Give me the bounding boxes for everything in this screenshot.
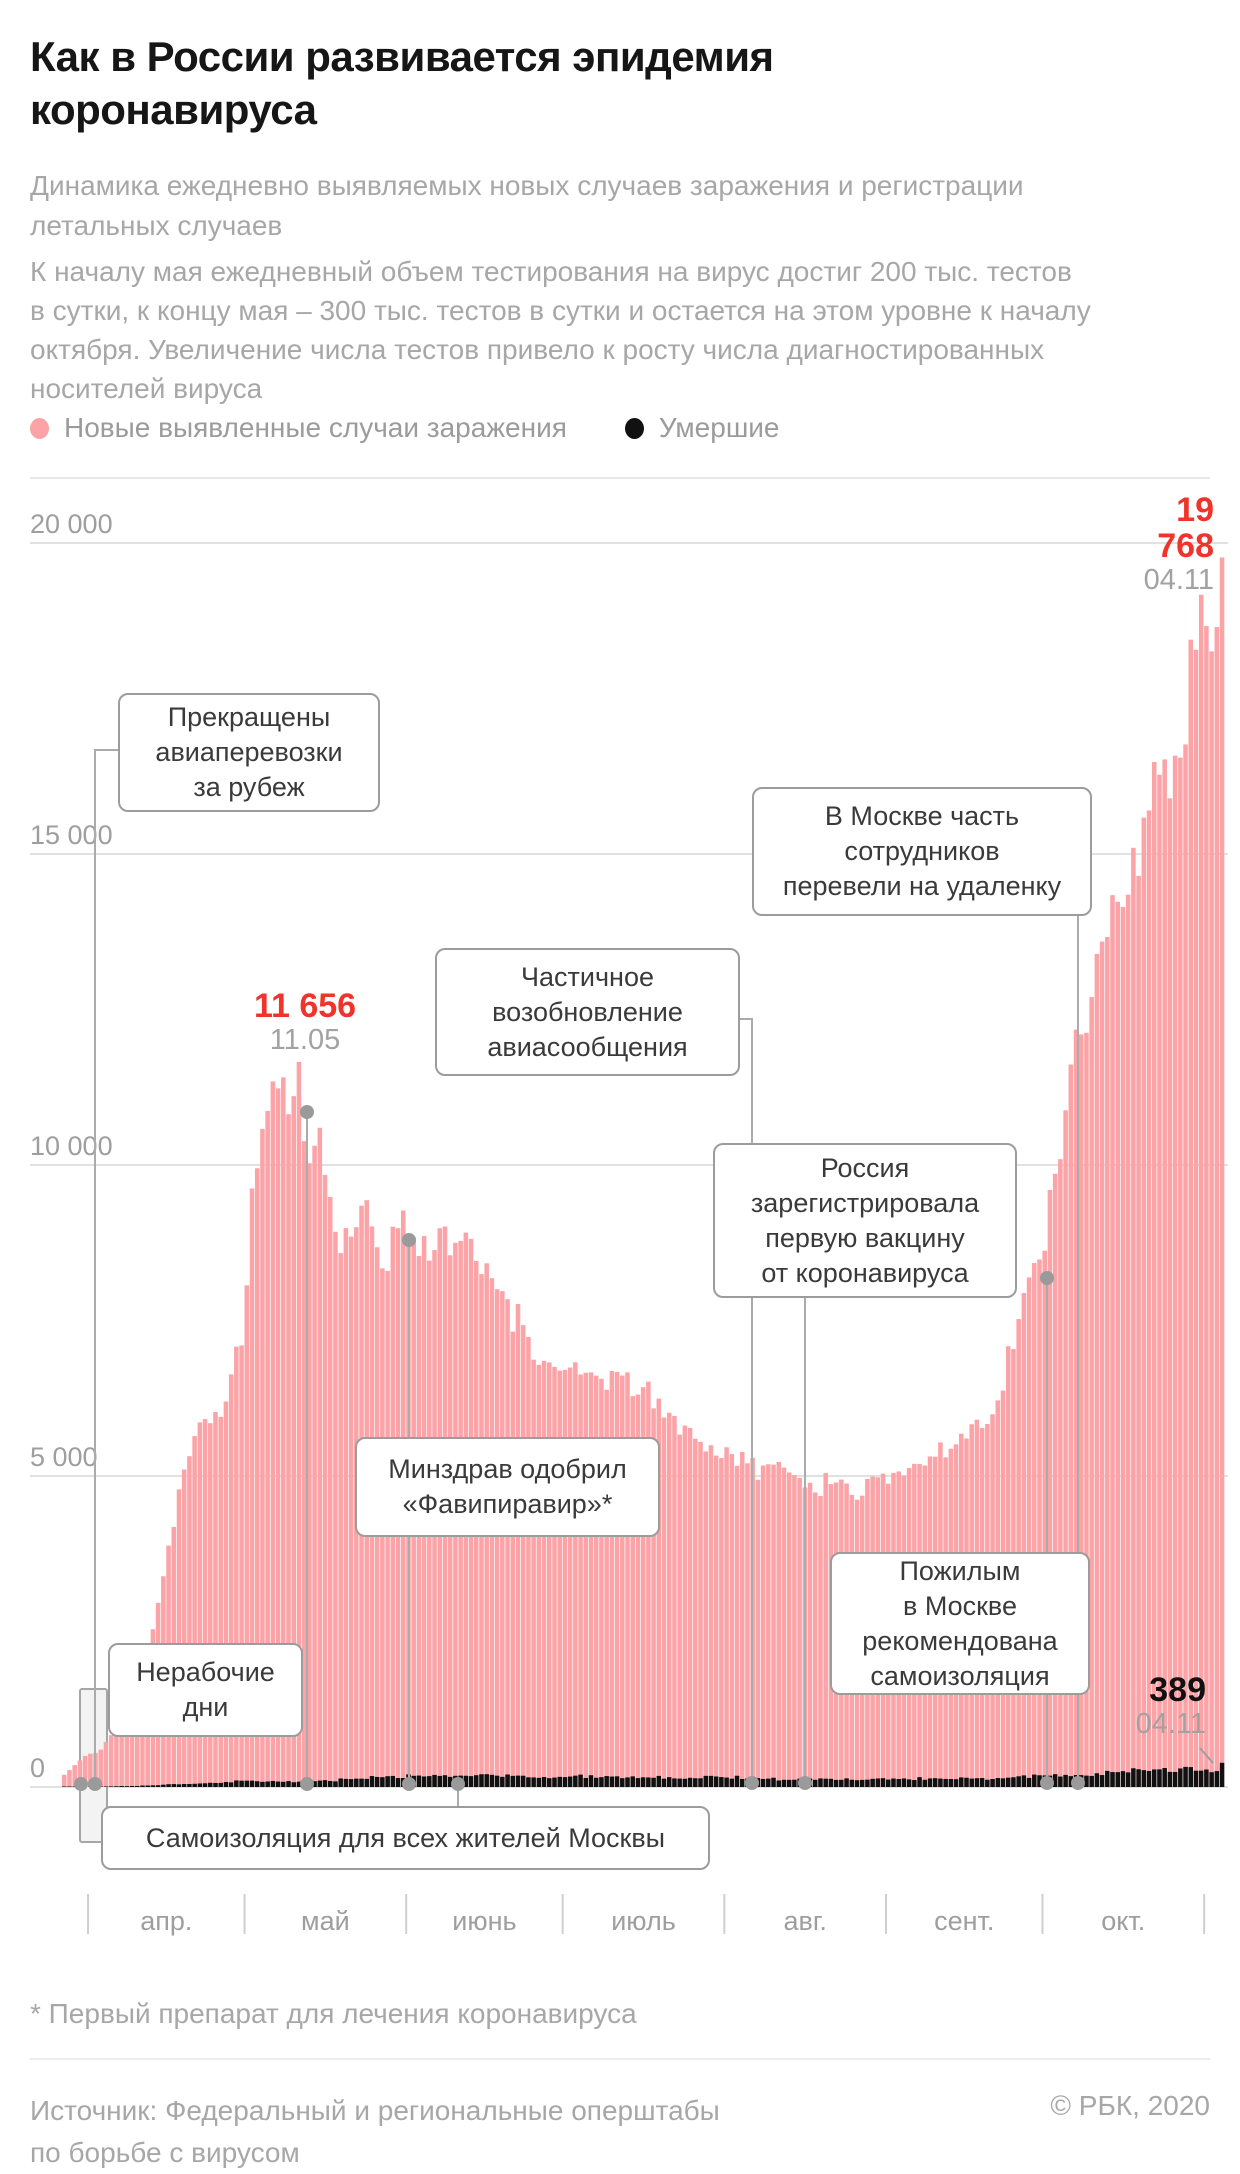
cases-bars — [62, 557, 1225, 1788]
connector-dot-may-peak-line-0 — [300, 1105, 314, 1119]
month-label-июль: июль — [611, 1906, 676, 1936]
y-axis-label-5000: 5 000 — [30, 1442, 98, 1472]
connector-dot-moscow-self-isolation-0 — [451, 1777, 465, 1791]
month-label-сент.: сент. — [934, 1906, 994, 1936]
footnote: * Первый препарат для лечения коронавиру… — [30, 1998, 637, 2029]
legend-item-deaths: Умершие — [624, 412, 780, 444]
connector-dot-vaccine-registered-0 — [798, 1776, 812, 1790]
month-label-июнь: июнь — [452, 1906, 516, 1936]
month-label-май: май — [301, 1906, 350, 1936]
connector-dot-partial-flights-resume-0 — [745, 1776, 759, 1790]
connector-dot-elderly-self-isolation-1 — [1040, 1776, 1054, 1790]
connector-dot-may-peak-line-1 — [300, 1777, 314, 1791]
chart-legend: Новые выявленные случаи заражения Умерши… — [30, 412, 780, 444]
bottom-divider — [30, 2058, 1210, 2060]
y-axis-label-15000: 15 000 — [30, 820, 113, 850]
cases-legend-dot-icon — [30, 417, 49, 439]
source-credit: Источник: Федеральный и региональные опе… — [30, 2095, 720, 2168]
connector-dot-flights-stopped-0 — [88, 1777, 102, 1791]
legend-item-cases: Новые выявленные случаи заражения — [30, 412, 567, 444]
month-label-окт.: окт. — [1101, 1906, 1145, 1936]
intro-paragraph: К началу мая ежедневный объем тестирован… — [30, 256, 1091, 404]
cases-legend-label: Новые выявленные случаи заражения — [64, 412, 567, 443]
deaths-legend-dot-icon — [624, 417, 644, 439]
month-label-апр.: апр. — [140, 1906, 192, 1936]
connector-line-partial-flights-resume — [740, 1018, 753, 1783]
connector-line-flights-stopped — [94, 749, 118, 1784]
y-axis-label-20000: 20 000 — [30, 509, 113, 539]
copyright: © РБК, 2020 — [1050, 2090, 1210, 2121]
connector-dot-favipiravir-approved-0 — [402, 1233, 416, 1247]
connector-dot-elderly-self-isolation-0 — [1040, 1271, 1054, 1285]
month-label-авг.: авг. — [783, 1906, 826, 1936]
top-divider — [30, 477, 1210, 479]
page-title: Как в России развивается эпидемия корона… — [30, 33, 774, 133]
y-axis-label-10000: 10 000 — [30, 1131, 113, 1161]
pointer-deaths-peak — [1199, 1747, 1214, 1764]
deaths-legend-label: Умершие — [658, 412, 780, 443]
connector-dot-nonworking-days-0 — [74, 1777, 88, 1791]
y-axis-label-0: 0 — [30, 1753, 45, 1783]
connector-dot-moscow-remote-work-0 — [1071, 1776, 1085, 1790]
page-subtitle: Динамика ежедневно выявляемых новых случ… — [30, 170, 1024, 241]
connector-dot-favipiravir-approved-1 — [402, 1777, 416, 1791]
epidemic-chart: 20 000 15 000 10 000 5 000 0 апр. май июнь июль а… — [30, 509, 1228, 1936]
